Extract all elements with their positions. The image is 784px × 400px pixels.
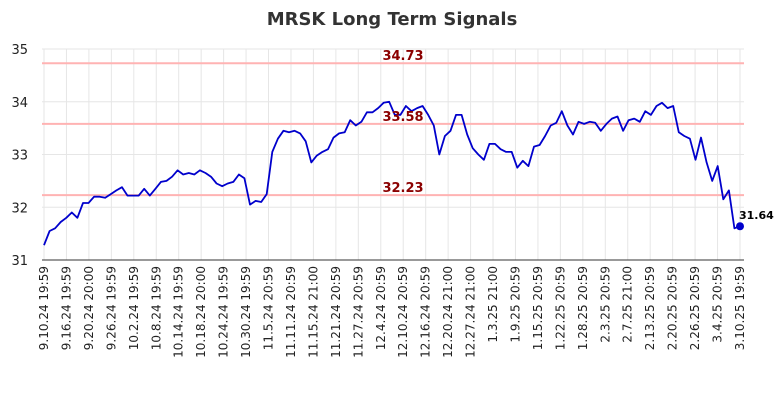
x-tick-label: 3.4.25 20:59 xyxy=(711,266,725,343)
x-tick-label: 12.10.24 20:59 xyxy=(396,266,410,358)
x-tick-label: 2.3.25 20:59 xyxy=(598,266,612,343)
x-tick-label: 2.26.25 20:59 xyxy=(688,266,702,350)
axes: 31 32 33 34 35 9.10.24 19:59 9.16.24 19:59 9.20… xyxy=(11,43,747,358)
x-tick-label: 12.27.24 21:00 xyxy=(464,266,478,358)
x-tick-label: 1.15.25 20:59 xyxy=(531,266,545,350)
y-tick-label: 32 xyxy=(11,201,28,216)
x-tick-label: 1.9.25 20:59 xyxy=(508,266,522,343)
reference-line-label: 34.73 xyxy=(382,49,423,64)
x-tick-label: 9.26.24 19:59 xyxy=(104,266,118,350)
x-tick-label: 11.15.24 21:00 xyxy=(306,266,320,358)
labels: 34.73 33.58 32.23 31.64 xyxy=(382,49,774,231)
chart-title: MRSK Long Term Signals xyxy=(267,9,518,30)
x-tick-label: 2.20.25 20:59 xyxy=(666,266,680,350)
x-tick-label: 10.30.24 19:59 xyxy=(239,266,253,358)
x-tick-label: 12.4.24 20:59 xyxy=(374,266,388,350)
x-tick-label: 11.27.24 20:59 xyxy=(351,266,365,358)
reference-lines xyxy=(42,62,744,197)
last-point-label: 31.64 xyxy=(739,209,774,222)
x-tick-label: 1.28.25 20:59 xyxy=(576,266,590,350)
x-tick-label: 9.10.24 19:59 xyxy=(37,266,51,350)
x-tick-label: 10.24.24 19:59 xyxy=(217,266,231,358)
x-tick-label: 11.21.24 20:59 xyxy=(329,266,343,358)
y-tick-label: 34 xyxy=(11,96,28,111)
x-tick-label: 11.11.24 20:59 xyxy=(284,266,298,358)
y-tick-label: 33 xyxy=(11,149,28,164)
reference-line-label: 32.23 xyxy=(382,181,423,196)
grid xyxy=(42,48,744,261)
reference-line-label: 33.58 xyxy=(382,110,423,125)
x-tick-label: 1.3.25 21:00 xyxy=(486,266,500,343)
x-tick-label: 12.16.24 20:59 xyxy=(419,266,433,358)
x-tick-label: 10.8.24 19:59 xyxy=(149,266,163,350)
x-tick-label: 1.22.25 20:59 xyxy=(553,266,567,350)
x-tick-label: 2.13.25 20:59 xyxy=(643,266,657,350)
x-tick-label: 9.20.24 20:00 xyxy=(82,266,96,350)
x-tick-label: 3.10.25 19:59 xyxy=(733,266,747,350)
x-tick-label: 10.18.24 20:00 xyxy=(194,266,208,358)
x-tick-label: 12.20.24 21:00 xyxy=(441,266,455,358)
x-tick-label: 10.2.24 19:59 xyxy=(127,266,141,350)
y-tick-label: 31 xyxy=(11,254,28,269)
last-point-marker xyxy=(736,222,744,231)
series-line xyxy=(43,100,741,246)
x-tick-label: 9.16.24 19:59 xyxy=(59,266,73,350)
x-tick-label: 10.14.24 19:59 xyxy=(172,266,186,358)
x-tick-label: 11.5.24 20:59 xyxy=(262,266,276,350)
series-layer xyxy=(43,100,741,246)
x-tick-label: 2.7.25 21:00 xyxy=(621,266,635,343)
y-tick-label: 35 xyxy=(11,43,28,58)
